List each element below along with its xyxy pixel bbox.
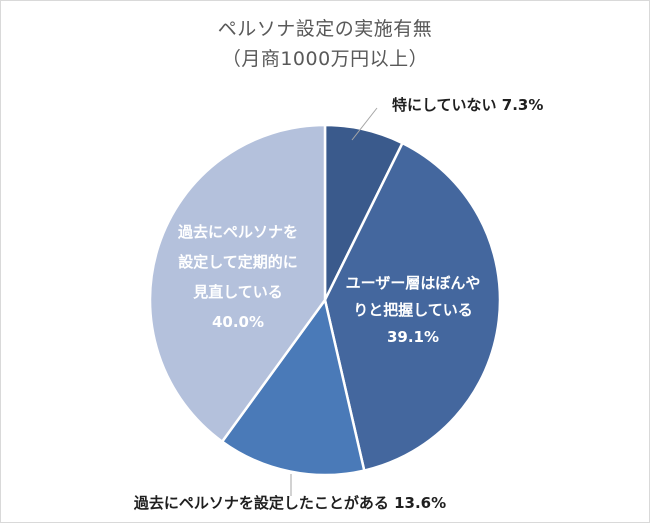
slice-label-line: 過去にペルソナを設定したことがある 13.6% [133,494,446,512]
slice-label-line: 39.1% [387,328,439,346]
slice-label-line: 見直している [192,283,283,301]
slice-label-line: りと把握している [353,301,473,319]
leader-lines [290,107,378,496]
pie-slices [148,123,502,477]
pie-slice-past [220,298,366,477]
leader-line-none [351,107,378,141]
pie-slice-vague [323,141,502,472]
slice-label-periodic: 過去にペルソナを設定して定期的に見直している 40.0% [177,223,298,331]
slice-label-none: 特にしていない 7.3% [392,96,543,114]
slice-label-line: 特にしていない 7.3% [392,96,543,114]
chart-subtitle: （月商1000万円以上） [221,48,429,70]
slice-label-line: 40.0% [212,313,264,331]
slice-label-line: 設定して定期的に [178,253,298,271]
pie-slice-periodic [148,123,327,443]
slice-label-vague: ユーザー層はぼんやりと把握している 39.1% [346,274,481,346]
slice-label-line: ユーザー層はぼんや [346,274,481,292]
slice-label-past: 過去にペルソナを設定したことがある 13.6% [133,494,446,512]
slice-labels: 特にしていない 7.3% ユーザー層はぼんやりと把握している 39.1% 過去にペルソ… [133,96,544,512]
slice-label-line: 過去にペルソナを [177,223,298,241]
chart-title: ペルソナ設定の実施有無 [217,18,433,40]
